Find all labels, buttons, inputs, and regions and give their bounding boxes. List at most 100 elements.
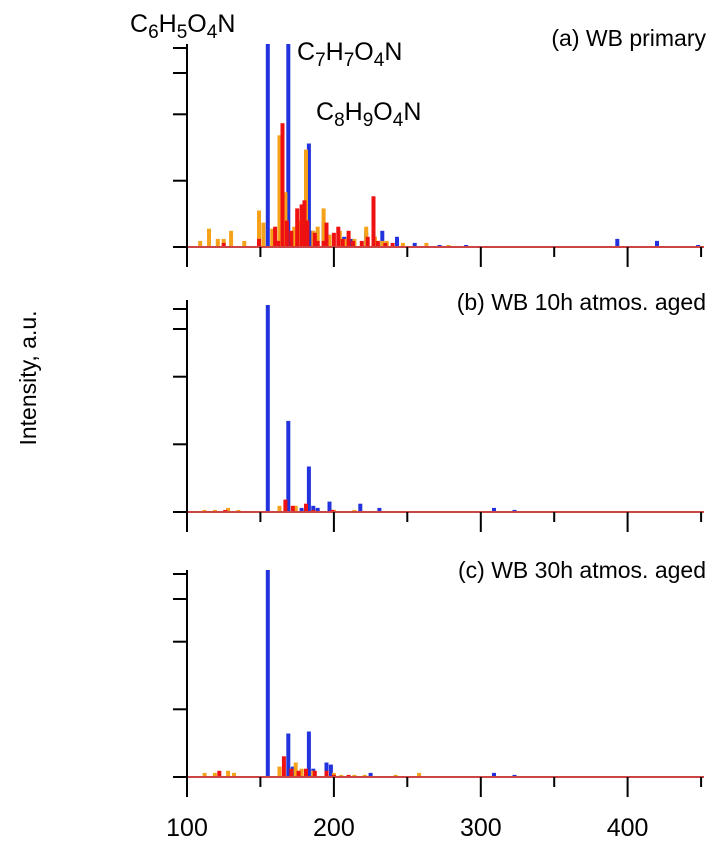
- bar-orange: [261, 222, 266, 247]
- bar-orange: [215, 238, 220, 247]
- bar-orange: [277, 135, 282, 247]
- bar-blue: [286, 44, 291, 247]
- x-tick-label: 100: [166, 814, 208, 842]
- bar-orange: [226, 507, 231, 512]
- bar-blue: [315, 507, 320, 512]
- bar-orange: [315, 226, 320, 247]
- bar-blue: [358, 503, 363, 512]
- bar-orange: [277, 505, 282, 512]
- bar-blue: [286, 420, 291, 512]
- bar-orange: [304, 149, 308, 247]
- bar-red: [315, 240, 320, 247]
- bar-orange: [198, 240, 203, 247]
- bar-orange: [292, 226, 297, 247]
- bar-red: [304, 768, 308, 777]
- x-tick-label: 200: [313, 814, 355, 842]
- bar-red: [340, 238, 345, 247]
- panel-c: (c) WB 30h atmos. aged: [173, 557, 706, 797]
- bar-orange: [362, 774, 367, 777]
- bar-red: [383, 242, 388, 247]
- bar-orange: [343, 238, 348, 247]
- bar-orange: [321, 208, 326, 247]
- bar-blue: [492, 507, 496, 512]
- bar-blue: [368, 772, 373, 777]
- bar-red: [331, 774, 336, 777]
- bar-red: [296, 770, 301, 777]
- formula-label: C7H7O4N: [297, 38, 402, 71]
- x-tick-labels: 100 200 300 400: [166, 814, 648, 842]
- bar-red: [311, 509, 316, 512]
- bar-orange: [417, 772, 422, 777]
- bar-orange: [424, 242, 429, 247]
- bar-blue: [615, 238, 620, 247]
- y-axis-label: Intensity, a.u.: [15, 310, 41, 445]
- bar-orange: [212, 772, 217, 777]
- bar-red: [217, 770, 222, 777]
- formula-annotations: C6H5O4N C7H7O4N C8H9O4N: [130, 10, 421, 131]
- bar-orange: [232, 772, 236, 777]
- bar-red: [223, 509, 228, 512]
- bar-red: [324, 770, 329, 777]
- bar-orange: [380, 240, 385, 247]
- bar-orange: [242, 240, 247, 247]
- bar-orange: [299, 768, 304, 777]
- bar-red: [351, 240, 355, 247]
- panel-title: (b) WB 10h atmos. aged: [457, 289, 706, 315]
- bar-red: [289, 230, 294, 247]
- x-tick-label: 300: [460, 814, 502, 842]
- bar-red: [280, 123, 285, 247]
- bar-orange: [339, 774, 344, 777]
- bar-orange: [277, 766, 282, 777]
- bar-orange: [327, 234, 332, 247]
- bar-blue: [412, 242, 417, 247]
- bar-orange: [236, 509, 241, 512]
- bar-orange: [352, 509, 357, 512]
- bar-red: [276, 240, 281, 247]
- bar-red: [302, 200, 307, 247]
- bar-red: [336, 226, 341, 247]
- bar-orange: [293, 505, 298, 512]
- bar-blue: [299, 507, 304, 512]
- bar-orange: [293, 762, 298, 777]
- bar-red: [371, 196, 376, 248]
- bar-blue: [377, 507, 382, 512]
- bar-red: [221, 242, 226, 247]
- bar-red: [321, 240, 326, 247]
- bar-blue: [306, 731, 311, 777]
- bar-orange: [270, 228, 275, 247]
- bar-red: [299, 204, 304, 247]
- bar-orange: [393, 774, 398, 777]
- bar-orange: [352, 774, 357, 777]
- bar-blue: [324, 762, 329, 777]
- formula-label: C8H9O4N: [316, 98, 421, 131]
- bar-red: [365, 236, 370, 247]
- bar-blue: [306, 143, 311, 247]
- bar-red: [346, 230, 351, 247]
- panel-title: (a) WB primary: [551, 25, 706, 51]
- x-tick-label: 400: [607, 814, 649, 842]
- bar-red: [330, 509, 335, 512]
- bar-orange: [226, 770, 231, 777]
- panel-title: (c) WB 30h atmos. aged: [458, 557, 706, 583]
- bar-blue: [306, 466, 311, 512]
- bar-blue: [380, 230, 385, 247]
- bar-red: [284, 220, 289, 247]
- bar-blue: [265, 570, 270, 777]
- bar-orange: [257, 210, 261, 247]
- bar-orange: [229, 230, 234, 247]
- bar-red: [331, 232, 336, 247]
- bar-blue: [492, 772, 496, 777]
- bar-red: [257, 238, 261, 247]
- bar-orange: [207, 228, 211, 247]
- bar-red: [390, 242, 395, 247]
- bar-red: [281, 756, 286, 777]
- bar-blue: [311, 505, 316, 512]
- bar-blue: [655, 240, 659, 247]
- bar-blue: [265, 305, 270, 512]
- bar-blue: [512, 509, 517, 512]
- bar-orange: [400, 242, 405, 247]
- formula-label: C6H5O4N: [130, 10, 235, 43]
- bar-blue: [512, 774, 517, 777]
- bar-orange: [202, 509, 207, 512]
